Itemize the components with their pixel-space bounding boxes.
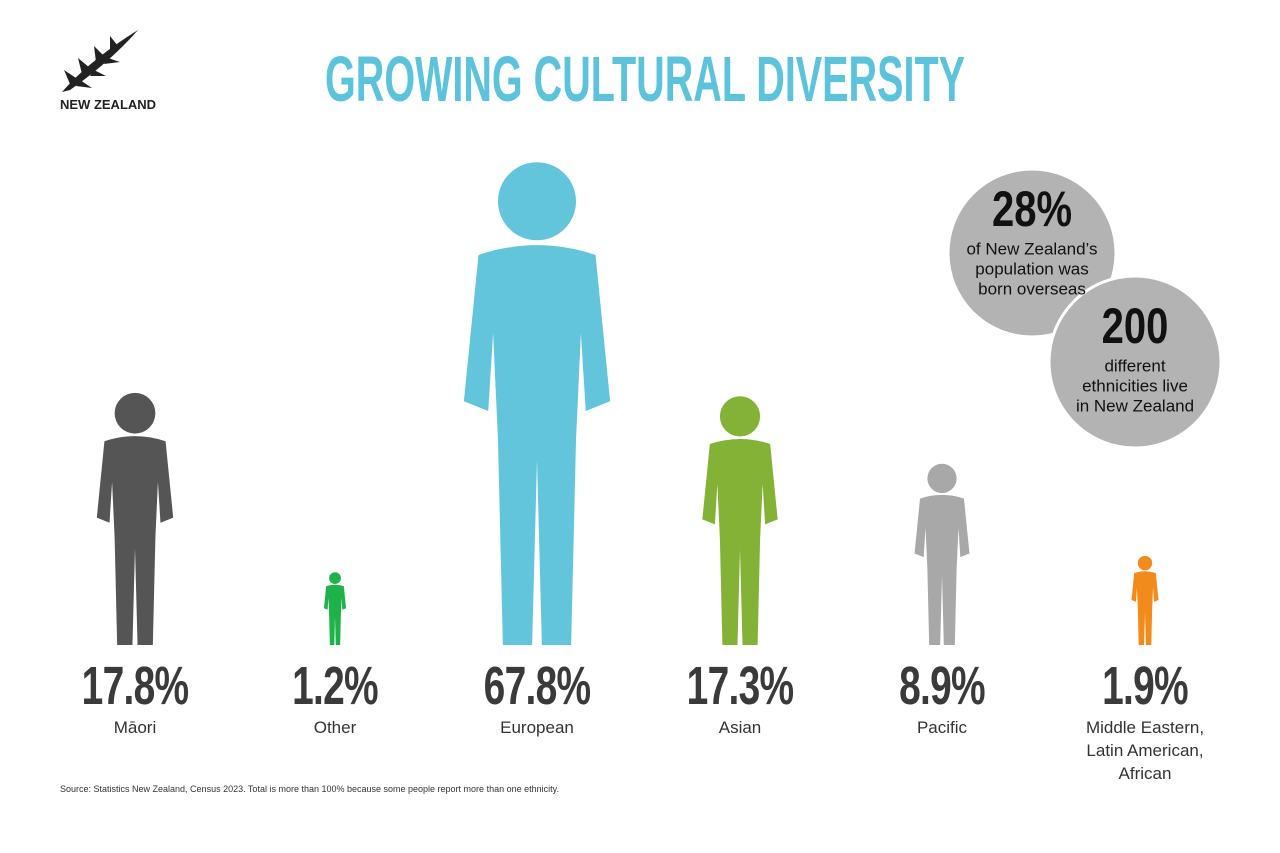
category-label: Middle Eastern, Latin American, African	[1085, 718, 1205, 783]
category-label: Māori	[113, 718, 157, 737]
figure-body	[96, 436, 174, 645]
figure-head	[927, 463, 957, 494]
value-label: 1.2%	[292, 656, 378, 716]
value-label: 67.8%	[483, 656, 591, 716]
figure-body	[1131, 571, 1159, 645]
value-label: 17.8%	[81, 656, 189, 716]
callout-text: of New Zealand’s	[966, 239, 1097, 258]
figure-head	[497, 162, 577, 241]
figure-head	[1137, 555, 1153, 571]
person-figure	[463, 162, 611, 645]
category-label: Asian	[718, 718, 762, 737]
category-label: European	[500, 718, 574, 737]
figure-head	[329, 572, 341, 584]
figure-head	[114, 392, 156, 434]
source-note: Source: Statistics New Zealand, Census 2…	[60, 784, 559, 794]
value-label: 8.9%	[899, 656, 985, 716]
callout-text: born overseas	[978, 279, 1086, 298]
category-label: Pacific	[916, 718, 968, 737]
chart-title: GROWING CULTURAL DIVERSITY	[325, 43, 965, 115]
figure-body	[914, 494, 970, 645]
figure-body	[463, 245, 611, 645]
person-figure	[96, 392, 174, 645]
category-label: Other	[313, 718, 357, 737]
callout-text: different	[1104, 356, 1165, 375]
fern-logo	[62, 30, 138, 92]
value-label: 17.3%	[686, 656, 794, 716]
logo-text: NEW ZEALAND	[60, 97, 157, 112]
callout-bubble	[946, 167, 1118, 339]
callout-text: ethnicities live	[1082, 376, 1188, 395]
figure-body	[702, 438, 778, 645]
callout-bubble	[1047, 274, 1223, 450]
figure-body	[323, 584, 347, 645]
value-label: 1.9%	[1102, 656, 1188, 716]
person-figure	[323, 572, 347, 645]
callout-text: in New Zealand	[1076, 396, 1194, 415]
person-figure	[1131, 555, 1159, 645]
callout-text: population was	[975, 259, 1088, 278]
person-figure	[702, 396, 778, 645]
person-figure	[914, 463, 970, 645]
figure-head	[719, 396, 761, 437]
callout-figure: 28%	[992, 181, 1072, 237]
callout-figure: 200	[1102, 298, 1169, 354]
